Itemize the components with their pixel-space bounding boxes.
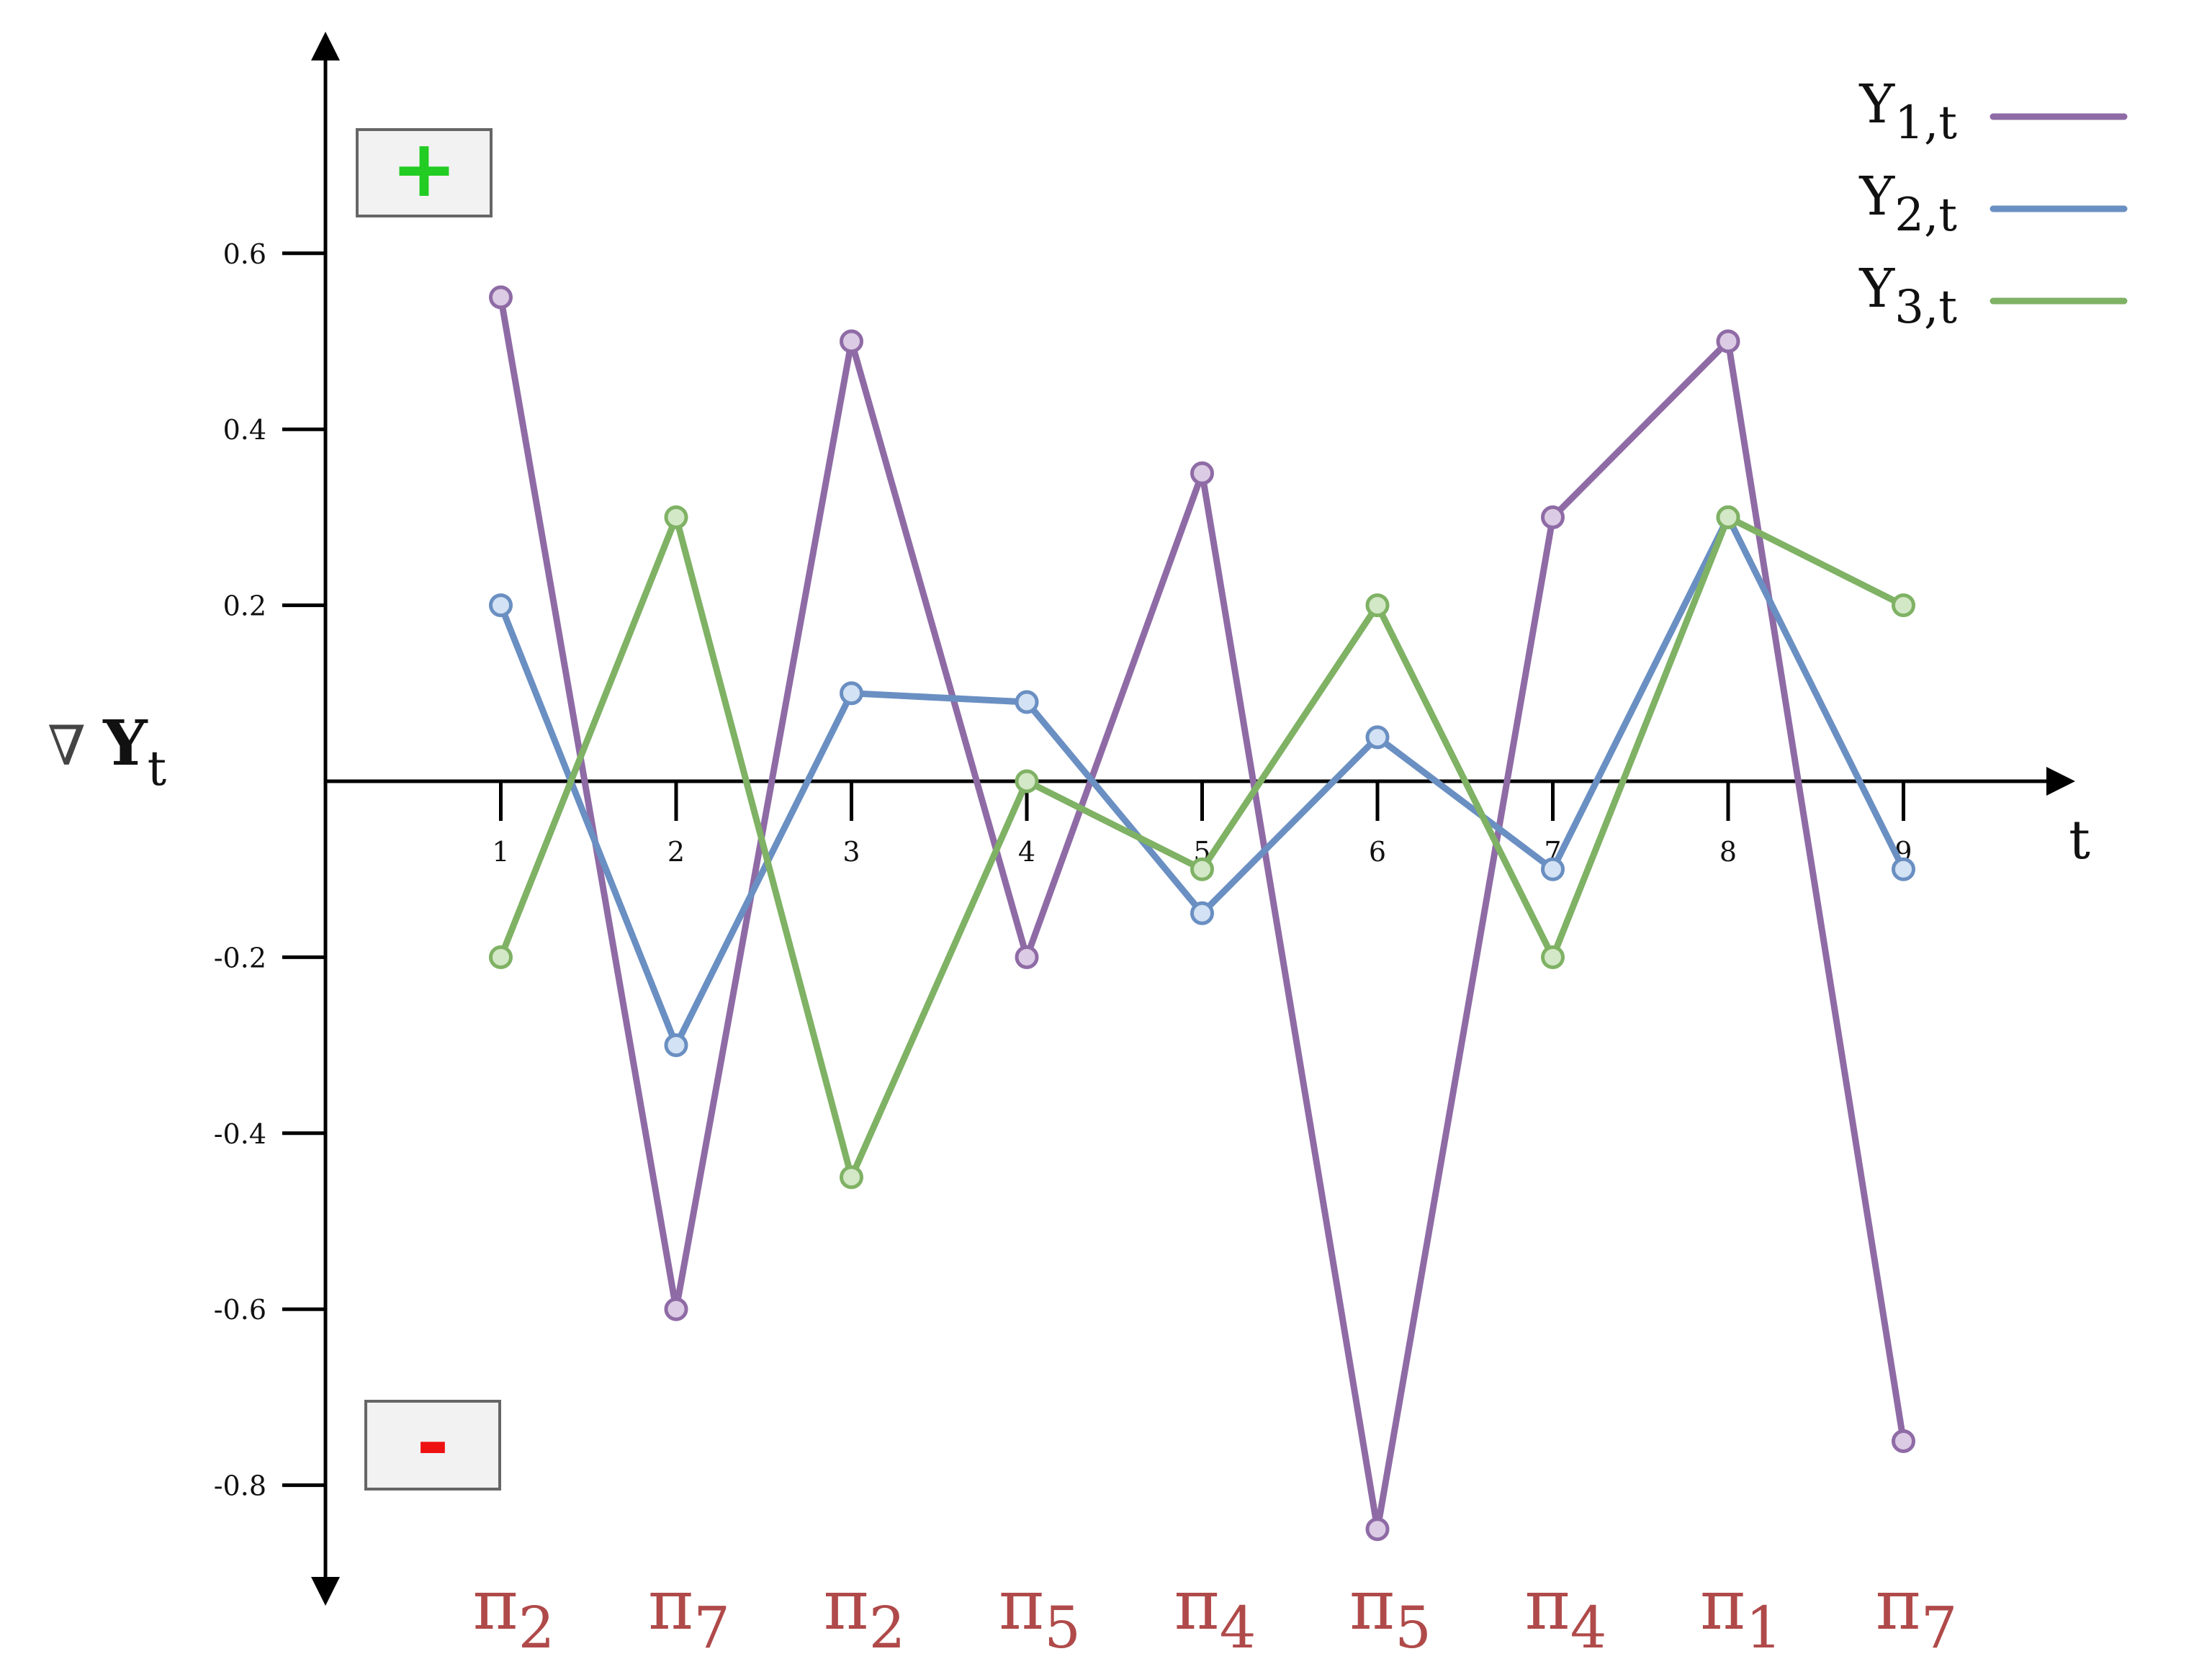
legend-label-1: Y1,t <box>1858 73 1957 150</box>
series-3-point <box>840 1165 863 1190</box>
category-label: π2 <box>473 1565 555 1659</box>
series-3-point <box>1365 593 1390 618</box>
positive-sign: + <box>391 122 457 215</box>
series-3-point <box>1541 945 1565 969</box>
y-tick-label: 0.4 <box>223 414 266 446</box>
axes <box>311 32 2075 1606</box>
series-2-point <box>664 1033 688 1058</box>
series-2-point <box>1015 690 1039 714</box>
y-tick-label: -0.6 <box>214 1294 266 1326</box>
series-1-point <box>1541 505 1565 529</box>
series-2-point <box>1365 725 1390 750</box>
y-tick-label: 0.2 <box>223 590 266 622</box>
series-1-point <box>664 1297 688 1321</box>
negative-box <box>364 1400 501 1491</box>
series-3-point <box>1190 857 1214 881</box>
series-1-point <box>1015 945 1039 969</box>
series-3-point <box>664 505 688 529</box>
category-label: π7 <box>1876 1565 1958 1659</box>
legend-label-2: Y2,t <box>1858 166 1957 242</box>
legend: Y1,t Y2,t Y3,t <box>1858 73 2128 334</box>
series-1-point <box>1716 329 1740 354</box>
series-3-point <box>1015 769 1039 793</box>
x-tick-label: 2 <box>667 836 685 868</box>
legend-label-3: Y3,t <box>1858 258 1957 334</box>
category-label: π1 <box>1700 1565 1782 1659</box>
x-tick-label: 6 <box>1369 836 1386 868</box>
series-1-point <box>1892 1429 1915 1453</box>
series-3-point <box>489 945 513 969</box>
axis-titles: t ∇ Yt <box>48 707 2090 871</box>
x-tick-label: 8 <box>1719 836 1737 868</box>
series-3-point <box>1892 593 1915 618</box>
series-2-point <box>489 593 513 618</box>
y-axis-title: ∇ Yt <box>48 707 166 796</box>
y-tick-label: 0.6 <box>223 238 266 270</box>
series-1-point <box>840 329 863 354</box>
series-1-point <box>1190 461 1214 485</box>
y-tick-label: -0.4 <box>214 1118 266 1150</box>
sign-indicator-boxes: + - <box>356 122 501 1491</box>
series-2-point <box>1892 857 1915 881</box>
category-label: π2 <box>824 1565 906 1659</box>
x-tick-label: 1 <box>492 836 509 868</box>
category-label: π4 <box>1174 1565 1256 1659</box>
y-tick-label: -0.2 <box>214 942 266 974</box>
category-label: π7 <box>648 1565 730 1659</box>
series-1-point <box>489 285 513 310</box>
category-labels: π2 π7 π2 π5 π4 π5 π4 π1 π7 <box>473 1565 1958 1659</box>
y-axis-title-sub: t <box>148 741 167 796</box>
y-axis-ticks: 0.6 0.4 0.2 -0.2 -0.4 -0.6 -0.8 <box>214 238 325 1502</box>
y-axis-title-prefix: ∇ <box>48 714 103 778</box>
series-markers <box>489 285 1915 1542</box>
positive-box <box>356 128 493 217</box>
x-axis-title: t <box>2069 809 2090 871</box>
category-label: π4 <box>1525 1565 1607 1659</box>
series-2-point <box>1541 857 1565 881</box>
y-tick-label: -0.8 <box>214 1470 266 1502</box>
y-axis-title-main: Y <box>102 707 148 780</box>
series-2-point <box>840 681 863 706</box>
category-label: π5 <box>999 1565 1081 1659</box>
x-tick-label: 3 <box>842 836 860 868</box>
series-1-point <box>1365 1517 1390 1542</box>
series-2-point <box>1190 901 1214 925</box>
negative-sign: - <box>416 1397 449 1489</box>
category-label: π5 <box>1349 1565 1431 1659</box>
series-3-point <box>1716 505 1740 529</box>
x-tick-label: 4 <box>1018 836 1035 868</box>
